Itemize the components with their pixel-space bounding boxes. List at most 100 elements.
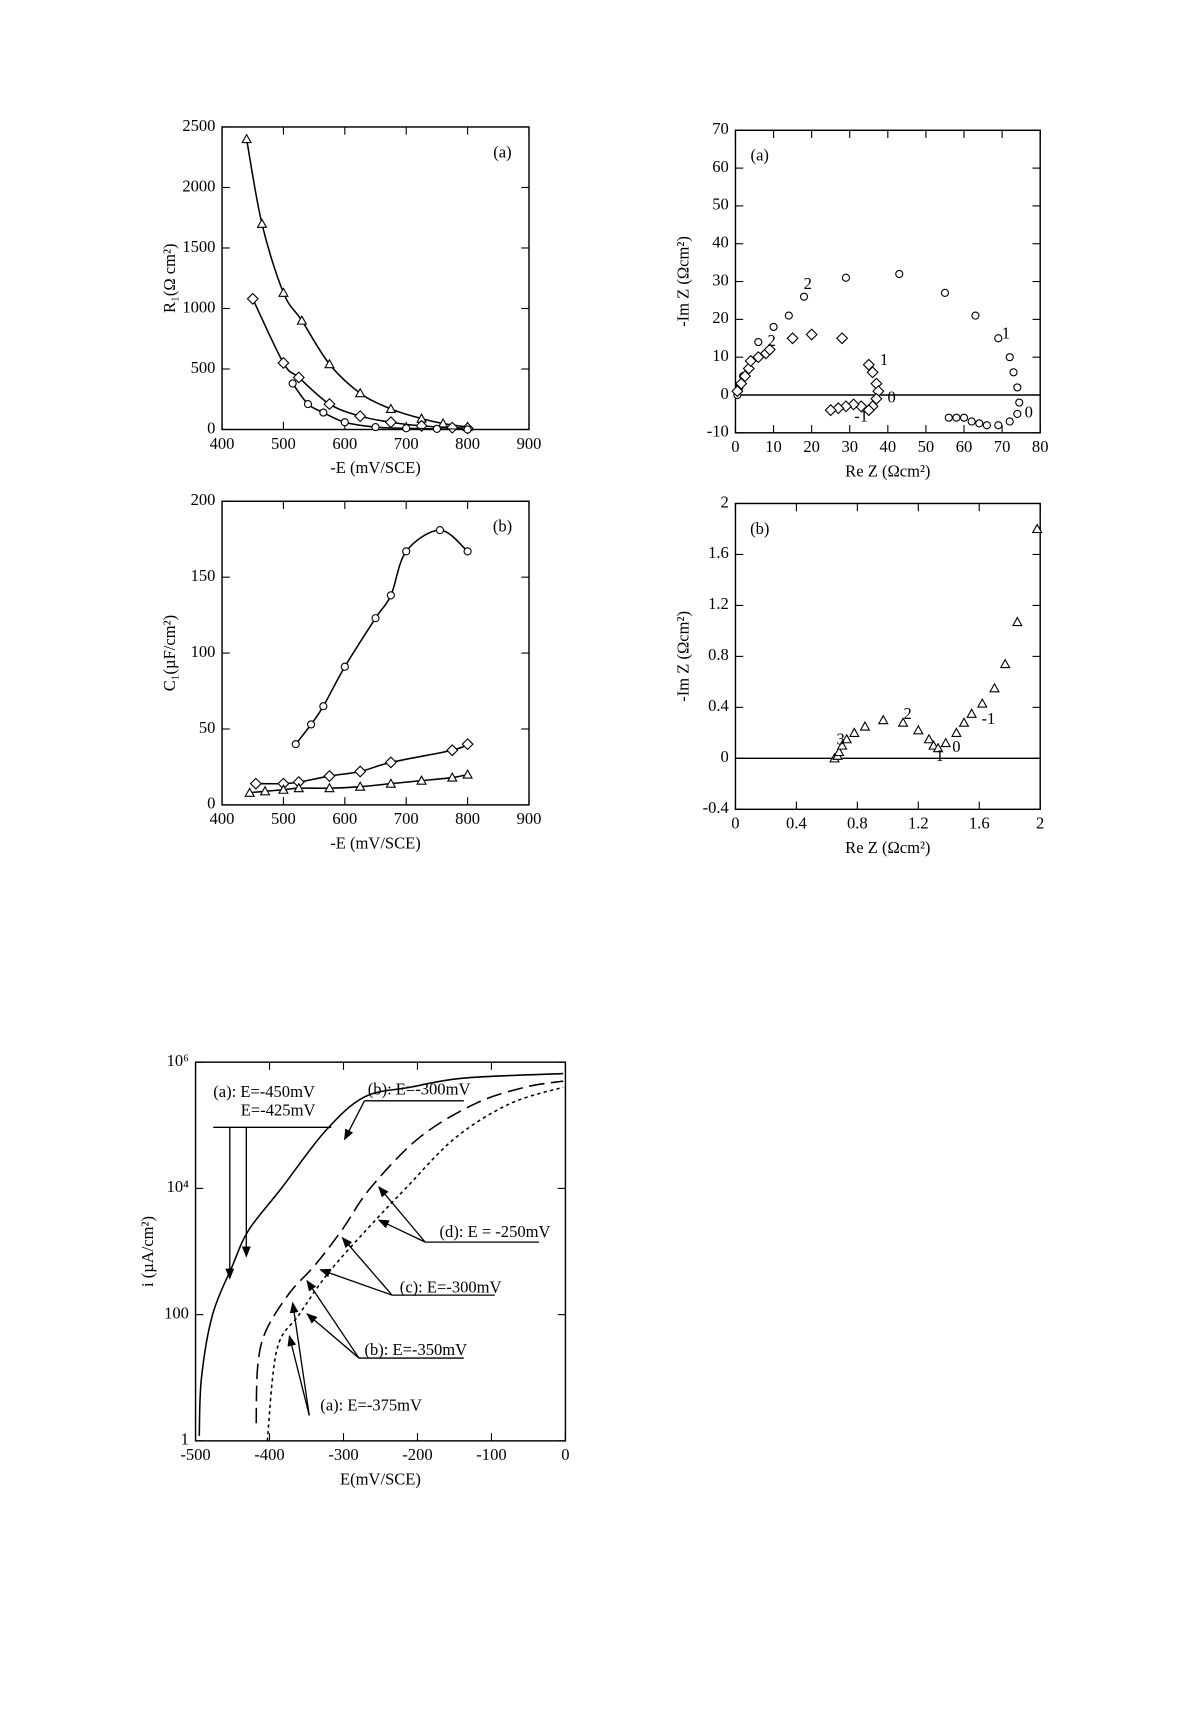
arrow [341, 1236, 393, 1296]
marker [1011, 616, 1023, 627]
marker [435, 526, 445, 535]
x-tick-label: 0.8 [847, 814, 868, 833]
x-tick-label: 700 [394, 434, 419, 453]
marker [432, 424, 441, 433]
x-tick-label: 0 [731, 437, 739, 456]
marker [385, 403, 397, 414]
x-tick-label: 500 [271, 809, 296, 828]
marker [384, 416, 397, 429]
annotation: (c): E=-300mV [400, 1277, 502, 1296]
arrow [306, 1313, 360, 1359]
x-axis-label: E(mV/SCE) [340, 1469, 421, 1488]
marker [340, 662, 349, 671]
annotation: 1 [880, 350, 888, 369]
marker [303, 400, 313, 409]
marker [462, 768, 473, 779]
marker [763, 343, 776, 356]
x-tick-label: -100 [476, 1445, 506, 1464]
annotation: 1 [935, 746, 943, 765]
marker [277, 356, 290, 370]
marker [1005, 353, 1014, 362]
marker [744, 354, 757, 368]
series-line [198, 1072, 564, 1436]
annotation: E=-425mV [241, 1101, 316, 1120]
marker [923, 733, 935, 744]
y-axis-label: C₁(µF/cm²) [160, 615, 179, 691]
y-tick-label: 40 [712, 233, 729, 252]
y-tick-label: 0 [207, 794, 215, 813]
chart: 400 500 600 700 800 900 0 50 100 150 200 -E (mV/SCE… [160, 490, 541, 852]
marker [754, 337, 763, 347]
x-tick-label: 2 [1036, 814, 1044, 833]
y-tick-label: 30 [712, 270, 729, 289]
marker [799, 292, 809, 301]
y-tick-label: 10⁶ [167, 1051, 190, 1070]
marker [940, 288, 950, 297]
marker [944, 413, 953, 422]
arrow [377, 1219, 426, 1243]
marker [324, 358, 335, 369]
x-tick-label: 400 [210, 809, 235, 828]
marker [932, 742, 944, 753]
marker [291, 740, 300, 749]
annotation: 2 [768, 331, 776, 350]
y-tick-label: 1.2 [708, 594, 729, 613]
marker [463, 547, 472, 556]
marker [824, 404, 837, 417]
x-tick-label: 600 [332, 434, 357, 453]
marker [1005, 417, 1014, 426]
marker [402, 547, 411, 556]
y-tick-label: 500 [191, 358, 216, 377]
annotation: 2 [903, 704, 911, 723]
y-tick-label: 0.8 [708, 645, 729, 664]
marker [976, 697, 988, 708]
x-axis-label: -E (mV/SCE) [330, 458, 421, 477]
marker [323, 398, 336, 411]
y-tick-label: 100 [191, 642, 216, 661]
marker [354, 387, 366, 398]
y-tick-label: 150 [191, 566, 216, 585]
marker [324, 782, 335, 793]
y-tick-label: -10 [707, 422, 729, 441]
arrow [344, 1100, 366, 1141]
marker [461, 738, 474, 751]
marker [958, 717, 970, 727]
x-tick-label: 900 [517, 434, 542, 453]
marker [862, 404, 875, 417]
annotation: 0 [887, 388, 895, 407]
arrow [287, 1334, 310, 1416]
marker [971, 311, 980, 320]
annotation: 1 [1002, 323, 1010, 342]
marker [371, 614, 380, 623]
x-axis-label: Re Z (Ωcm²) [845, 461, 930, 480]
y-tick-label: 0 [721, 384, 729, 403]
x-tick-label: 70 [994, 437, 1011, 456]
marker [940, 737, 952, 748]
y-tick-label: 0 [721, 747, 729, 766]
marker [296, 315, 308, 325]
plot-frame [221, 500, 530, 806]
marker [354, 410, 367, 423]
x-tick-label: -500 [180, 1445, 210, 1464]
marker [805, 328, 818, 341]
marker [384, 756, 397, 769]
y-tick-label: 10 [712, 346, 729, 365]
marker [446, 744, 459, 757]
marker [256, 218, 268, 228]
panel-label: (b) [750, 519, 769, 538]
marker [340, 418, 349, 427]
marker [278, 287, 289, 297]
annotation: (a): E=-375mV [320, 1395, 422, 1414]
marker [292, 371, 305, 384]
marker [306, 720, 316, 729]
plot-frame [194, 1061, 567, 1442]
plot-frame [734, 502, 1041, 811]
arrow [378, 1186, 426, 1243]
x-tick-label: 900 [517, 809, 542, 828]
y-axis-label: i (µA/cm²) [138, 1216, 157, 1287]
annotation: 3 [836, 729, 844, 748]
marker [786, 332, 799, 345]
marker [288, 379, 297, 388]
